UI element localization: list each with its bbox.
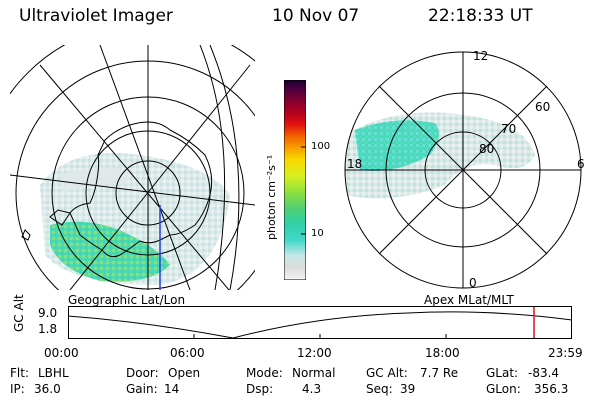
dsp-value: 4.3 xyxy=(302,382,322,396)
time-label: 22:18:33 UT xyxy=(428,6,533,26)
mlat-mlt-map: 12 18 6 0 80 70 60 xyxy=(344,49,585,290)
mlt-label-18: 18 xyxy=(347,157,362,171)
colorbar-unit: photon cm⁻²s⁻¹ xyxy=(265,154,278,240)
gcalt-key: GC Alt: xyxy=(366,366,408,380)
alt-ytick-9: 9.0 xyxy=(38,306,58,320)
mlt-label-12: 12 xyxy=(473,49,488,63)
seq-value: 39 xyxy=(400,382,416,396)
mode-value: Normal xyxy=(292,366,336,380)
gain-value: 14 xyxy=(164,382,180,396)
flt-key: Flt: xyxy=(10,366,29,380)
alt-xtick-0600: 06:00 xyxy=(170,346,205,360)
colorbar-tick-100: 100 xyxy=(311,141,331,152)
gain-key: Gain: xyxy=(126,382,158,396)
door-value: Open xyxy=(168,366,201,380)
alt-xtick-0000: 00:00 xyxy=(44,346,79,360)
right-map-caption: Apex MLat/MLT xyxy=(424,293,514,307)
coastline xyxy=(69,121,213,258)
glon-key: GLon: xyxy=(486,382,521,396)
alt-ytick-1-8: 1.8 xyxy=(38,322,58,336)
alt-xtick-2359: 23:59 xyxy=(548,346,583,360)
glon-value: 356.3 xyxy=(534,382,569,396)
glat-value: -83.4 xyxy=(528,366,560,380)
emission-band xyxy=(60,167,130,193)
mlt-label-0: 0 xyxy=(469,276,477,290)
colorbar-gradient xyxy=(283,79,307,281)
alt-xtick-1800: 18:00 xyxy=(425,346,460,360)
glat-key: GLat: xyxy=(486,366,519,380)
mlt-label-6: 6 xyxy=(577,157,585,171)
seq-key: Seq: xyxy=(366,382,393,396)
gcalt-value: 7.7 Re xyxy=(420,366,459,380)
altitude-curve xyxy=(68,311,572,339)
door-key: Door: xyxy=(126,366,159,380)
ip-value: 36.0 xyxy=(34,382,61,396)
colorbar-tick-10: 10 xyxy=(311,228,324,239)
mode-key: Mode: xyxy=(246,366,283,380)
mlat-label-80: 80 xyxy=(479,142,494,156)
altitude-plot xyxy=(68,306,572,339)
mlat-label-60: 60 xyxy=(535,100,550,114)
dsp-key: Dsp: xyxy=(246,382,274,396)
ip-key: IP: xyxy=(10,382,25,396)
alt-xtick-1200: 12:00 xyxy=(297,346,332,360)
geographic-map xyxy=(10,45,255,290)
date-label: 10 Nov 07 xyxy=(272,6,360,26)
colorbar xyxy=(283,79,307,281)
alt-ylabel: GC Alt xyxy=(12,294,26,332)
instrument-title: Ultraviolet Imager xyxy=(19,6,173,26)
mlat-label-70: 70 xyxy=(501,122,516,136)
left-map-caption: Geographic Lat/Lon xyxy=(68,293,186,307)
flt-value: LBHL xyxy=(38,366,69,380)
mlt-emission-bright xyxy=(355,120,439,171)
emission-bright xyxy=(50,221,170,282)
